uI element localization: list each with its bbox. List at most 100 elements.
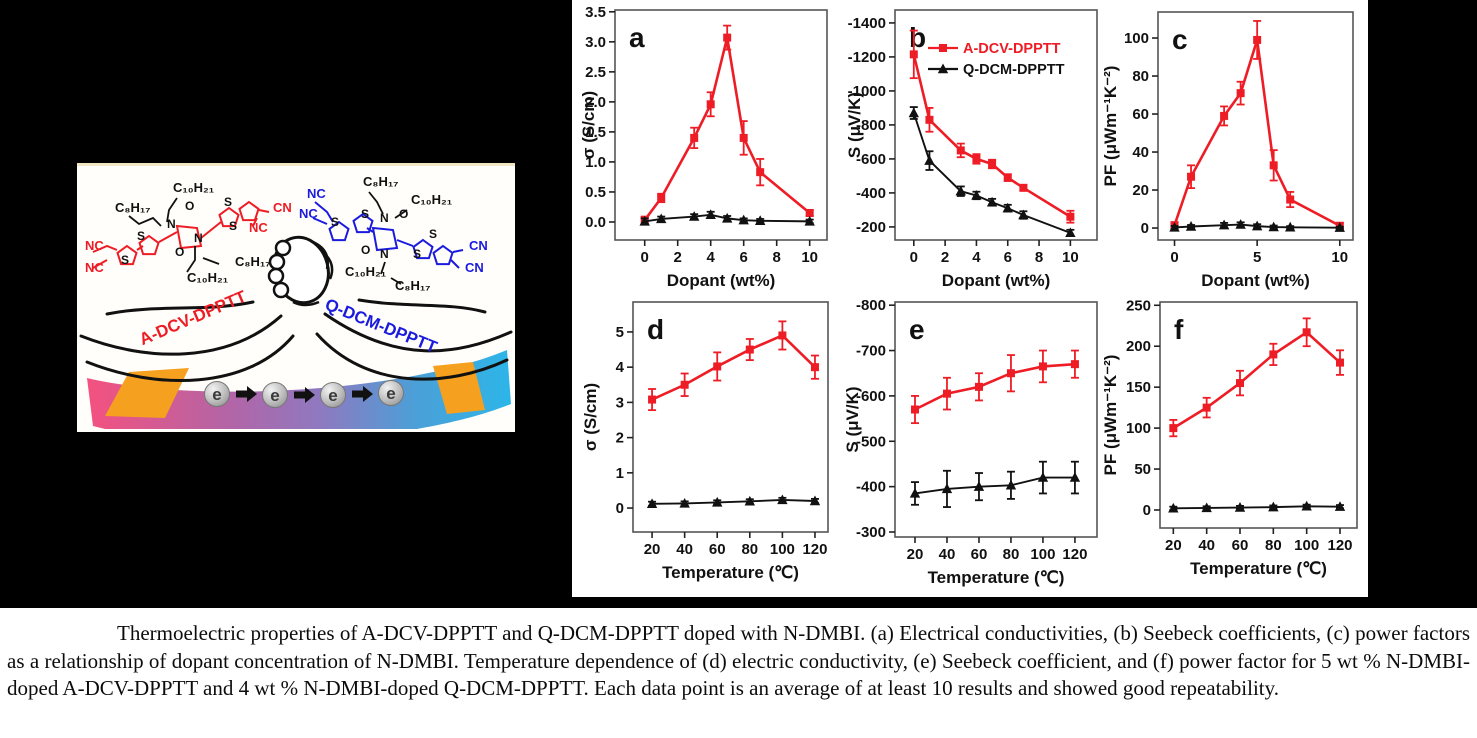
svg-text:e: e [909,314,925,345]
svg-text:-400: -400 [856,185,886,202]
svg-text:2: 2 [616,430,624,447]
svg-text:40: 40 [939,546,956,563]
svg-text:80: 80 [741,541,758,558]
svg-text:4: 4 [616,359,625,376]
svg-text:-400: -400 [856,479,886,496]
svg-text:N: N [380,211,389,225]
svg-text:200: 200 [1126,338,1151,355]
svg-text:-800: -800 [856,117,886,134]
svg-text:100: 100 [1294,537,1319,554]
chart-b-seebeck-vs-dopant: 0 2 4 6 8 10 -1400 -1200 -1000 -800 -600 -400 -200 Do… [840,0,1102,295]
svg-text:PF (μWm⁻¹K⁻²): PF (μWm⁻¹K⁻²) [1101,66,1120,187]
svg-text:5: 5 [616,324,624,341]
svg-text:Dopant (wt%): Dopant (wt%) [942,271,1051,290]
svg-text:e: e [328,386,337,405]
svg-text:2.0: 2.0 [585,94,606,111]
svg-text:e: e [270,386,279,405]
svg-text:C₁₀H₂₁: C₁₀H₂₁ [345,264,386,279]
svg-text:S: S [137,229,145,243]
caption-text: Thermoelectric properties of A-DCV-DPPTT… [7,621,1470,700]
svg-text:A-DCV-DPPTT: A-DCV-DPPTT [963,41,1061,57]
svg-text:0: 0 [910,249,918,266]
svg-text:40: 40 [676,541,693,558]
svg-text:-700: -700 [856,343,886,360]
svg-text:0.0: 0.0 [585,214,606,231]
svg-text:8: 8 [773,249,781,266]
svg-text:60: 60 [1232,537,1249,554]
svg-text:O: O [361,243,370,257]
svg-text:CN: CN [469,238,488,253]
chart-c-powerfactor-vs-dopant: 0 5 10 0 20 40 60 80 100 Dopant (wt%) PF (μWm⁻¹K⁻²… [1100,0,1368,295]
svg-text:σ (S/cm): σ (S/cm) [579,91,598,159]
svg-text:120: 120 [1062,546,1087,563]
svg-text:-600: -600 [856,151,886,168]
svg-text:120: 120 [1327,537,1352,554]
svg-text:100: 100 [1124,30,1149,47]
svg-text:10: 10 [801,249,818,266]
svg-text:-200: -200 [856,219,886,236]
svg-text:e: e [386,384,395,403]
svg-text:1.0: 1.0 [585,154,606,171]
svg-text:-600: -600 [856,388,886,405]
svg-text:60: 60 [971,546,988,563]
svg-text:C₁₀H₂₁: C₁₀H₂₁ [173,180,214,195]
svg-text:4: 4 [707,249,716,266]
svg-text:S: S [224,195,232,209]
svg-text:2.5: 2.5 [585,64,606,81]
svg-text:20: 20 [1165,537,1182,554]
svg-text:0: 0 [641,249,649,266]
svg-text:Dopant (wt%): Dopant (wt%) [667,271,776,290]
svg-text:NC: NC [85,238,104,253]
svg-text:150: 150 [1126,379,1151,396]
svg-text:0: 0 [616,500,624,517]
svg-text:NC: NC [85,260,104,275]
svg-text:0: 0 [1170,249,1178,266]
svg-text:Temperature (℃): Temperature (℃) [662,563,799,582]
svg-text:4: 4 [972,249,981,266]
svg-text:S: S [361,207,369,221]
svg-text:C₈H₁₇: C₈H₁₇ [115,200,150,215]
svg-text:80: 80 [1132,68,1149,85]
svg-text:40: 40 [1198,537,1215,554]
svg-text:-1200: -1200 [848,49,886,66]
svg-text:8: 8 [1035,249,1043,266]
molecule-illustration-card: e e e e C₈H₁₇ C₁₀H₂₁ N O S S S S NC NC CN NC N O C₁₀H₂₁ C₈H… [77,163,515,432]
figure-caption: Thermoelectric properties of A-DCV-DPPTT… [0,608,1477,738]
chart-e-svg: 20 40 60 80 100 120 -800 -700 -600 -500 -400 -300 Te… [843,297,1098,587]
svg-text:0: 0 [1143,502,1151,519]
svg-text:O: O [175,245,184,259]
svg-text:-1000: -1000 [848,83,886,100]
svg-text:f: f [1174,314,1184,345]
svg-text:10: 10 [1331,249,1348,266]
svg-text:C₈H₁₇: C₈H₁₇ [235,254,270,269]
svg-text:2: 2 [941,249,949,266]
chart-f-svg: 20 40 60 80 100 120 0 50 100 150 200 250 Temperature… [1101,297,1358,578]
svg-text:CN: CN [465,260,484,275]
svg-text:d: d [647,314,664,345]
svg-text:N: N [380,247,389,261]
svg-text:σ (S/cm): σ (S/cm) [581,383,600,451]
svg-text:e: e [212,385,221,404]
svg-text:1.5: 1.5 [585,124,606,141]
svg-text:100: 100 [1126,420,1151,437]
figure-frame: e e e e C₈H₁₇ C₁₀H₂₁ N O S S S S NC NC CN NC N O C₁₀H₂₁ C₈H… [0,0,1477,608]
svg-text:10: 10 [1062,249,1079,266]
svg-text:PF (μWm⁻¹K⁻²): PF (μWm⁻¹K⁻²) [1101,355,1120,476]
svg-text:50: 50 [1134,461,1151,478]
svg-text:6: 6 [1004,249,1012,266]
svg-text:80: 80 [1265,537,1282,554]
svg-text:C₁₀H₂₁: C₁₀H₂₁ [187,270,228,285]
svg-text:S: S [429,227,437,241]
svg-text:S: S [331,215,339,229]
svg-text:60: 60 [709,541,726,558]
charts-panel: 0 2 4 6 8 10 0.0 0.5 1.0 1.5 2.0 2.5 3.0 3.5 Dopant (w… [572,0,1368,597]
svg-text:N: N [194,231,203,245]
svg-text:100: 100 [770,541,795,558]
chart-d-conductivity-vs-temperature: 20 40 60 80 100 120 0 1 2 3 4 5 Temperature (℃) σ (S/… [572,295,834,597]
svg-text:C₁₀H₂₁: C₁₀H₂₁ [411,192,452,207]
svg-text:Dopant (wt%): Dopant (wt%) [1201,271,1310,290]
svg-text:Temperature (℃): Temperature (℃) [1190,559,1327,578]
svg-text:-300: -300 [856,524,886,541]
